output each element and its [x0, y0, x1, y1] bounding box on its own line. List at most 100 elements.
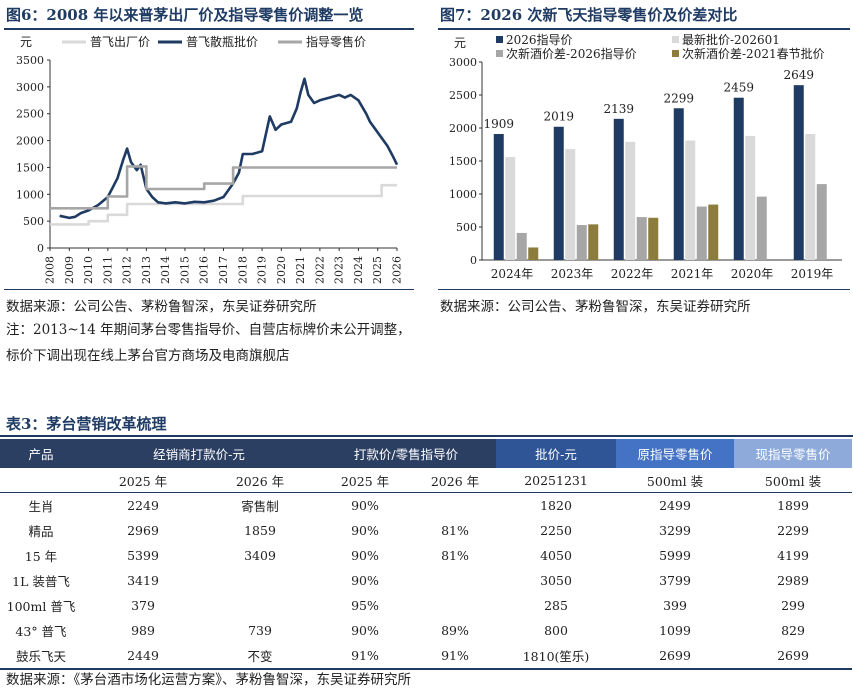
data-label: 2299 [663, 91, 694, 105]
legend-label: 次新酒价差-2021春节批价 [682, 46, 825, 61]
table-cell: 3419 [127, 573, 159, 588]
y-tick-label: 3000 [16, 81, 44, 94]
table-cell: 89% [441, 623, 469, 638]
header-new-retail: 现指导零售价 [734, 439, 853, 468]
legend-label: 最新批价-202601 [682, 32, 780, 47]
table3-source: 数据来源：《茅台酒市场化运营方案》、茅粉鲁智深，东吴证券研究所 [6, 672, 411, 688]
legend-swatch [496, 36, 503, 43]
table-cell: 2699 [734, 643, 853, 670]
x-category-label: 2023年 [551, 267, 594, 281]
subheader-cell: 2025 年 [82, 468, 204, 493]
bar [745, 135, 756, 260]
table-cell: 299 [781, 598, 805, 613]
bar [613, 118, 624, 261]
x-tick-label: 2011 [101, 256, 114, 284]
table-cell: 285 [544, 598, 568, 613]
y-tick-label: 2500 [449, 89, 477, 102]
bar [696, 206, 707, 260]
table-subheader-row: 2025 年 2026 年 2025 年 2026 年 20251231 500… [0, 468, 853, 493]
data-label: 2019 [543, 110, 574, 124]
subheader-cell: 500ml 装 [734, 468, 853, 493]
bar [588, 224, 599, 260]
subheader-cell [0, 468, 82, 493]
table-cell: 鼓乐飞天 [0, 643, 82, 670]
table-cell: 90% [351, 523, 379, 538]
table-row: 15 年 5399 3409 90% 81% 4050 5999 4199 [0, 543, 852, 568]
table-cell: 81% [441, 523, 469, 538]
table-cell: 91% [316, 643, 415, 670]
table-cell: 寄售制 [241, 499, 279, 514]
x-category-label: 2020年 [731, 267, 774, 281]
header-product: 产品 [0, 439, 82, 468]
bar [756, 196, 767, 260]
header-dealer-price: 经销商打款价-元 [82, 439, 317, 468]
x-category-label: 2022年 [611, 267, 654, 281]
table-cell: 1810(笙乐) [496, 643, 617, 670]
bar [793, 85, 804, 260]
table-cell: 90% [351, 623, 379, 638]
table-cell: 800 [544, 623, 568, 638]
table-cell: 90% [351, 548, 379, 563]
y-tick-label: 2000 [16, 135, 44, 148]
y-tick-label: 1500 [449, 155, 477, 168]
table-row: 精品 2969 1859 90% 81% 2250 3299 2299 [0, 518, 852, 543]
y-tick-label: 1000 [16, 188, 44, 201]
x-tick-label: 2025 [371, 256, 384, 284]
table-cell: 不变 [204, 643, 317, 670]
fig6-title: 图6：2008 年以来普茅出厂价及指导零售价调整一览 [6, 6, 364, 24]
table-row: 鼓乐飞天 2449 不变 91% 91% 1810(笙乐) 2699 2699 [0, 643, 853, 670]
fig6-title-rule [4, 28, 414, 30]
legend-label: 普飞出厂价 [90, 35, 150, 49]
x-tick-label: 2019 [256, 256, 269, 284]
bar [685, 140, 696, 260]
fig7-source: 数据来源：公司公告、茅粉鲁智深，东吴证券研究所 [440, 299, 751, 315]
table-cell: 2499 [659, 498, 691, 513]
y-tick-label: 500 [23, 215, 44, 228]
x-tick-label: 2010 [82, 256, 95, 284]
table-cell: 1099 [659, 623, 691, 638]
fig6-source: 数据来源：公司公告、茅粉鲁智深，东吴证券研究所 [6, 299, 317, 315]
subheader-cell: 2026 年 [204, 468, 317, 493]
table-cell: 4199 [777, 548, 809, 563]
bar [576, 225, 587, 260]
table-cell: 829 [781, 623, 805, 638]
table-cell: 生肖 [28, 499, 54, 514]
table-cell [204, 568, 316, 593]
x-tick-label: 2018 [236, 256, 249, 284]
table-row: 生肖 2249 寄售制 90% 1820 2499 1899 [0, 493, 852, 519]
data-label: 2649 [783, 68, 814, 82]
y-tick-label: 500 [456, 221, 477, 234]
table-cell: 100ml 普飞 [6, 599, 76, 614]
table-cell: 1820 [540, 498, 572, 513]
subheader-cell: 500ml 装 [616, 468, 735, 493]
table-cell: 3050 [540, 573, 572, 588]
legend-swatch [496, 50, 503, 57]
data-label: 2459 [723, 81, 754, 95]
header-ratio: 打款价/零售指导价 [316, 439, 497, 468]
header-old-retail: 原指导零售价 [616, 439, 735, 468]
table-cell: 15 年 [24, 549, 58, 564]
bar [805, 133, 816, 260]
subheader-cell: 2025 年 [316, 468, 415, 493]
table-cell: 2989 [777, 573, 809, 588]
y-tick-label: 3000 [449, 56, 477, 69]
bar [505, 157, 516, 260]
fig7-title-rule [438, 28, 850, 30]
legend-label: 次新酒价差-2026指导价 [506, 46, 637, 61]
subheader-cell: 2026 年 [414, 468, 497, 493]
table-cell: 5399 [127, 548, 159, 563]
table-header-row: 产品 经销商打款价-元 打款价/零售指导价 批价-元 原指导零售价 现指导零售价 [0, 439, 853, 468]
x-tick-label: 2008 [44, 256, 57, 284]
fig7-bottom-rule [438, 289, 850, 290]
table-row: 1L 装普飞 3419 90% 3050 3799 2989 [0, 568, 852, 593]
table-cell: 399 [663, 598, 687, 613]
table-row: 100ml 普飞 379 95% 285 399 299 [0, 593, 852, 618]
bar [528, 247, 539, 260]
table-row: 43° 普飞 989 739 90% 89% 800 1099 829 [0, 618, 852, 643]
table-cell: 2699 [616, 643, 735, 670]
table-cell [204, 593, 316, 618]
table-cell: 2449 [82, 643, 204, 670]
table-cell: 3799 [659, 573, 691, 588]
table-cell: 379 [131, 598, 155, 613]
x-tick-label: 2014 [159, 256, 172, 284]
